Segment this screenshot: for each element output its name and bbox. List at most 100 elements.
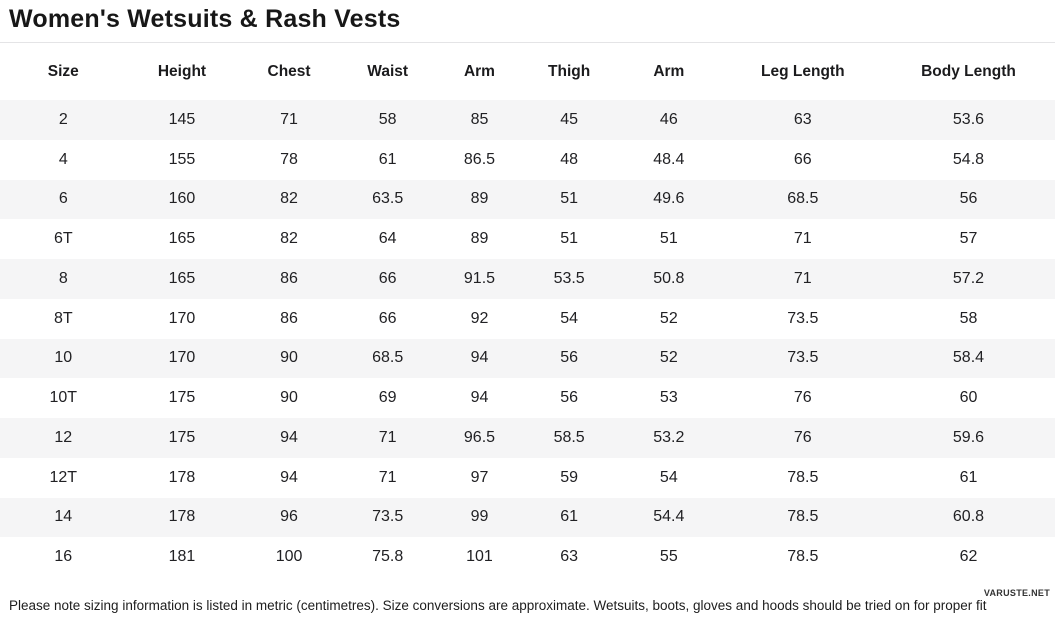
table-cell: 48 bbox=[560, 150, 579, 168]
table-cell: 68.5 bbox=[372, 349, 404, 367]
table-cell: 53.6 bbox=[952, 110, 985, 128]
table-cell: 82 bbox=[280, 230, 298, 248]
table-cell: 92 bbox=[470, 309, 489, 327]
table-cell: 69 bbox=[378, 389, 397, 407]
table-cell: 90 bbox=[280, 389, 298, 407]
table-cell: 8T bbox=[53, 309, 73, 327]
column-header: Thigh bbox=[548, 62, 591, 80]
table-cell: 71 bbox=[793, 230, 812, 248]
table-cell: 96 bbox=[280, 508, 298, 526]
table-cell: 73.5 bbox=[787, 309, 819, 327]
table-cell: 97 bbox=[470, 468, 489, 486]
table-cell: 71 bbox=[378, 468, 397, 486]
table-row: 12 175 94 71 96.5 58.5 53.2 76 59.6 bbox=[0, 418, 1055, 458]
table-cell: 57.2 bbox=[952, 269, 985, 287]
table-cell: 78 bbox=[280, 150, 298, 168]
table-header: Size Height Chest Waist Arm Thigh Arm Leg Lengt… bbox=[0, 43, 1055, 100]
column-header: Arm bbox=[653, 62, 685, 80]
table-cell: 76 bbox=[793, 389, 812, 407]
table-cell: 54.8 bbox=[952, 150, 985, 168]
table-cell: 56 bbox=[959, 190, 978, 208]
table-cell: 56 bbox=[560, 349, 579, 367]
table-cell: 63 bbox=[560, 548, 579, 566]
table-cell: 61 bbox=[378, 150, 397, 168]
table-cell: 62 bbox=[959, 548, 978, 566]
table-cell: 57 bbox=[959, 230, 978, 248]
table-cell: 66 bbox=[793, 150, 812, 168]
table-cell: 165 bbox=[168, 269, 196, 287]
table-cell: 68.5 bbox=[787, 190, 819, 208]
table-cell: 61 bbox=[560, 508, 579, 526]
table-cell: 60.8 bbox=[952, 508, 985, 526]
table-cell: 64 bbox=[378, 230, 397, 248]
table-cell: 46 bbox=[659, 110, 678, 128]
table-cell: 155 bbox=[168, 150, 196, 168]
table-cell: 178 bbox=[168, 468, 196, 486]
table-cell: 48.4 bbox=[653, 150, 685, 168]
table-cell: 100 bbox=[275, 548, 303, 566]
table-cell: 63 bbox=[793, 110, 812, 128]
table-cell: 58 bbox=[378, 110, 397, 128]
table-cell: 86 bbox=[280, 309, 298, 327]
table-cell: 94 bbox=[280, 428, 298, 446]
column-header: Leg Length bbox=[761, 62, 845, 80]
table-cell: 175 bbox=[168, 389, 196, 407]
watermark: VARUSTE.NET bbox=[983, 588, 1050, 598]
size-table: Size Height Chest Waist Arm Thigh Arm Leg Lengt… bbox=[0, 43, 1055, 577]
table-cell: 71 bbox=[280, 110, 298, 128]
table-cell: 181 bbox=[168, 548, 196, 566]
table-cell: 61 bbox=[959, 468, 978, 486]
table-row: 10T 175 90 69 94 56 53 76 60 bbox=[0, 378, 1055, 418]
table-cell: 89 bbox=[470, 230, 489, 248]
table-cell: 66 bbox=[378, 269, 397, 287]
table-cell: 58.4 bbox=[952, 349, 985, 367]
table-cell: 16 bbox=[54, 548, 73, 566]
table-cell: 170 bbox=[168, 309, 196, 327]
table-row: 8T 170 86 66 92 54 52 73.5 58 bbox=[0, 299, 1055, 339]
table-cell: 51 bbox=[659, 230, 678, 248]
table-cell: 8 bbox=[58, 269, 68, 287]
table-cell: 10 bbox=[54, 349, 73, 367]
table-row: 16 181 100 75.8 101 63 55 78.5 62 bbox=[0, 537, 1055, 577]
table-row: 6 160 82 63.5 89 51 49.6 68.5 56 bbox=[0, 179, 1055, 220]
table-cell: 178 bbox=[168, 508, 196, 526]
table-cell: 58 bbox=[959, 309, 978, 327]
table-cell: 50.8 bbox=[653, 269, 685, 287]
table-row: 4 155 78 61 86.5 48 48.4 66 54.8 bbox=[0, 140, 1055, 180]
table-cell: 89 bbox=[470, 190, 489, 208]
column-header: Chest bbox=[267, 62, 311, 80]
table-cell: 94 bbox=[470, 389, 489, 407]
table-cell: 2 bbox=[58, 110, 68, 128]
table-cell: 4 bbox=[58, 150, 68, 168]
table-cell: 96.5 bbox=[463, 428, 496, 446]
table-cell: 145 bbox=[168, 110, 196, 128]
sizing-note: Please note sizing information is listed… bbox=[9, 598, 987, 613]
table-cell: 55 bbox=[659, 548, 678, 566]
table-cell: 99 bbox=[470, 508, 489, 526]
table-cell: 63.5 bbox=[372, 190, 404, 208]
table-row: 6T 165 82 64 89 51 51 71 57 bbox=[0, 219, 1055, 259]
table-body: 2 145 71 58 85 45 46 63 53.6 4 155 78 61 86.5 48 48.4 66… bbox=[0, 100, 1055, 577]
column-header: Waist bbox=[367, 62, 409, 80]
table-row: 14 178 96 73.5 99 61 54.4 78.5 60.8 bbox=[0, 497, 1055, 538]
table-cell: 78.5 bbox=[787, 508, 819, 526]
table-cell: 94 bbox=[470, 349, 489, 367]
table-cell: 52 bbox=[659, 309, 678, 327]
header-row: Size Height Chest Waist Arm Thigh Arm Leg Lengt… bbox=[0, 43, 1055, 100]
table-row: 12T 178 94 71 97 59 54 78.5 61 bbox=[0, 458, 1055, 498]
table-row: 2 145 71 58 85 45 46 63 53.6 bbox=[0, 100, 1055, 140]
table-cell: 49.6 bbox=[653, 190, 685, 208]
table-cell: 14 bbox=[54, 508, 73, 526]
table-row: 10 170 90 68.5 94 56 52 73.5 58.4 bbox=[0, 338, 1055, 379]
table-cell: 53.2 bbox=[653, 428, 685, 446]
table-cell: 71 bbox=[793, 269, 812, 287]
table-cell: 76 bbox=[793, 428, 812, 446]
table-cell: 51 bbox=[560, 230, 579, 248]
table-cell: 10T bbox=[49, 389, 78, 407]
page-title: Women's Wetsuits & Rash Vests bbox=[9, 5, 401, 33]
table-cell: 66 bbox=[378, 309, 397, 327]
table-cell: 78.5 bbox=[787, 548, 819, 566]
column-header: Height bbox=[157, 62, 207, 80]
table-cell: 170 bbox=[168, 349, 196, 367]
table-cell: 54 bbox=[659, 468, 678, 486]
